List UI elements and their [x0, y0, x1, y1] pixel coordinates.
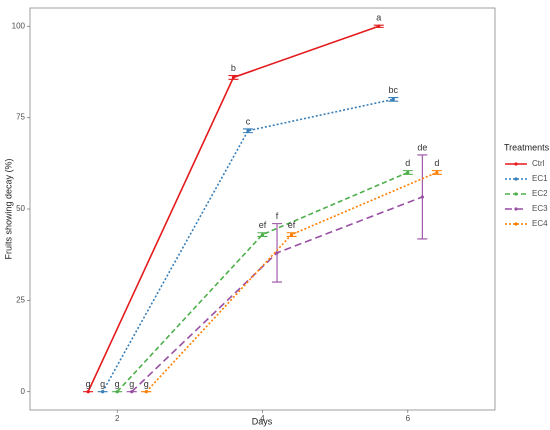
legend-label: EC2 [532, 189, 548, 198]
x-tick-label: 6 [406, 414, 411, 423]
legend-key-point [514, 162, 518, 166]
significance-letter: g [115, 379, 120, 389]
y-tick-label: 100 [12, 21, 26, 30]
point [86, 390, 90, 394]
legend-label: EC3 [532, 204, 548, 213]
point [435, 170, 439, 175]
point [231, 75, 236, 80]
legend-label: EC4 [532, 219, 548, 228]
y-tick-label: 50 [16, 204, 25, 213]
significance-letter: b [231, 63, 236, 73]
y-axis-label: Fruits showing decay (%) [3, 158, 13, 259]
x-tick-label: 2 [115, 414, 120, 423]
y-tick-label: 0 [21, 387, 26, 396]
significance-letter: ef [259, 220, 267, 230]
point [377, 24, 381, 28]
significance-letter: f [276, 211, 279, 221]
legend-key-point [514, 192, 518, 196]
significance-letter: g [144, 379, 149, 389]
legend-label: EC1 [532, 174, 548, 183]
legend-key-point [514, 207, 518, 211]
significance-letter: g [86, 379, 91, 389]
significance-letter: d [405, 158, 410, 168]
legend-key-point [514, 177, 518, 181]
significance-letter: d [434, 158, 439, 168]
point [115, 390, 119, 394]
point [260, 232, 265, 237]
significance-letter: g [129, 379, 134, 389]
series-line [101, 98, 394, 393]
legend-key-point [514, 222, 518, 226]
point [275, 251, 279, 255]
point [406, 170, 410, 175]
significance-letter: ef [288, 220, 296, 230]
point [130, 390, 134, 394]
point [289, 232, 294, 237]
point [391, 97, 395, 101]
legend-title: Treatments [504, 142, 550, 152]
significance-letter: de [417, 142, 427, 152]
point [101, 390, 105, 394]
point [420, 195, 424, 199]
plot-panel [29, 7, 496, 411]
significance-letter: c [246, 116, 251, 126]
x-axis-label: Days [252, 416, 273, 426]
y-tick-label: 75 [16, 113, 25, 122]
point [246, 129, 250, 133]
significance-letter: a [376, 13, 381, 23]
significance-letter: bc [389, 85, 399, 95]
legend-label: Ctrl [532, 159, 545, 168]
significance-letter: g [100, 379, 105, 389]
x-tick-label: 4 [260, 414, 265, 423]
point [144, 390, 148, 394]
y-tick-label: 25 [16, 295, 25, 304]
